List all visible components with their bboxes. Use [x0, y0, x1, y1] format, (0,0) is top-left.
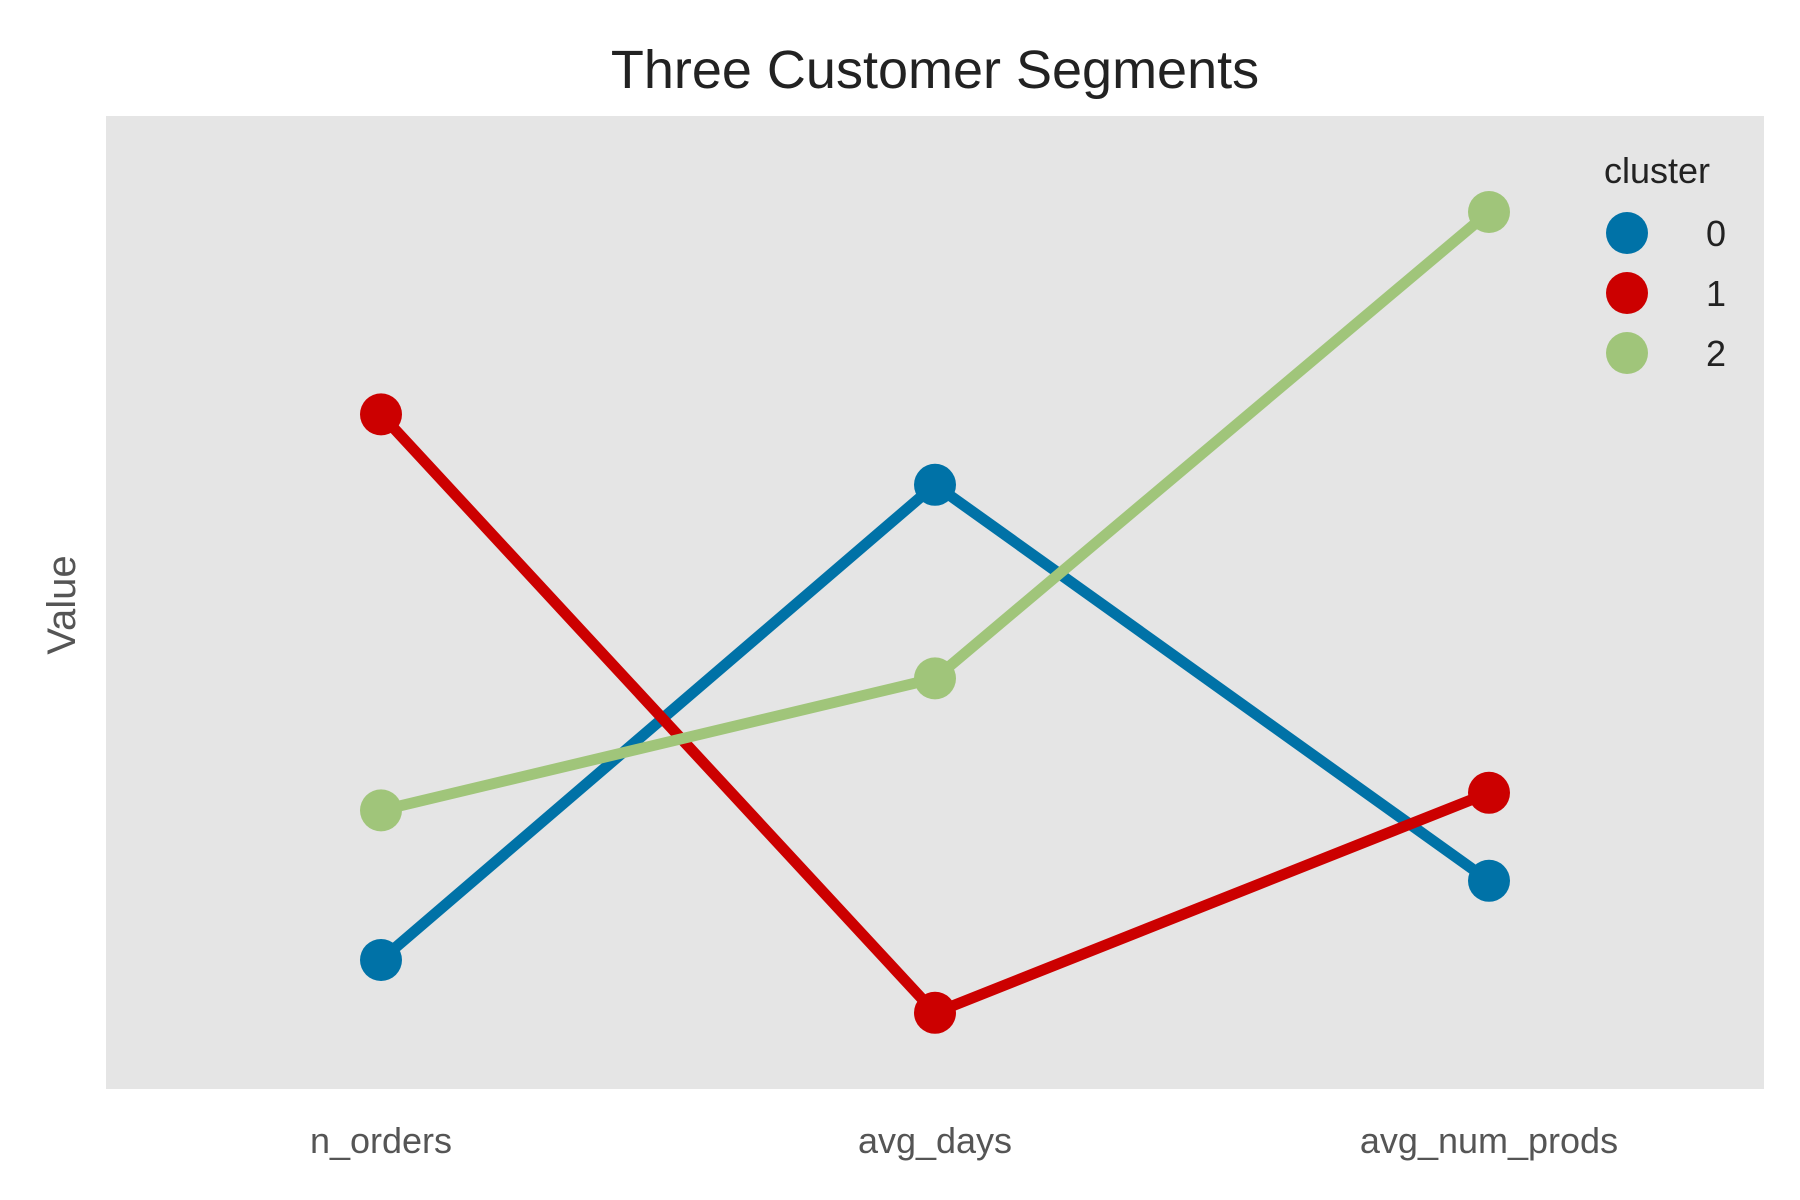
x-tick-label-avg_days: avg_days: [858, 1120, 1012, 1161]
y-axis-label: Value: [40, 555, 84, 654]
legend: cluster 0 1 2: [1604, 150, 1726, 374]
legend-title: cluster: [1604, 150, 1710, 191]
series-points: [360, 191, 1510, 1034]
series-0-point-avg_days: [914, 463, 956, 506]
series-1-point-avg_days: [914, 991, 956, 1034]
legend-label-1: 1: [1706, 273, 1726, 314]
series-2-point-n_orders: [360, 789, 402, 832]
series-0-point-n_orders: [360, 939, 402, 981]
plot-background: [106, 116, 1764, 1089]
series-1-point-avg_num_prods: [1468, 771, 1510, 814]
series-2-point-avg_days: [914, 657, 956, 700]
legend-marker-1: [1606, 272, 1648, 314]
legend-marker-0: [1606, 212, 1648, 254]
series-2-point-avg_num_prods: [1468, 191, 1510, 233]
series-1-point-n_orders: [360, 393, 402, 436]
x-tick-labels: n_orders avg_days avg_num_prods: [310, 1120, 1618, 1161]
legend-label-0: 0: [1706, 213, 1726, 254]
x-tick-label-n_orders: n_orders: [310, 1120, 452, 1161]
legend-marker-2: [1606, 332, 1648, 374]
legend-label-2: 2: [1706, 333, 1726, 374]
x-tick-label-avg_num_prods: avg_num_prods: [1360, 1120, 1618, 1161]
chart-title: Three Customer Segments: [611, 40, 1259, 100]
series-0-point-avg_num_prods: [1468, 859, 1510, 902]
